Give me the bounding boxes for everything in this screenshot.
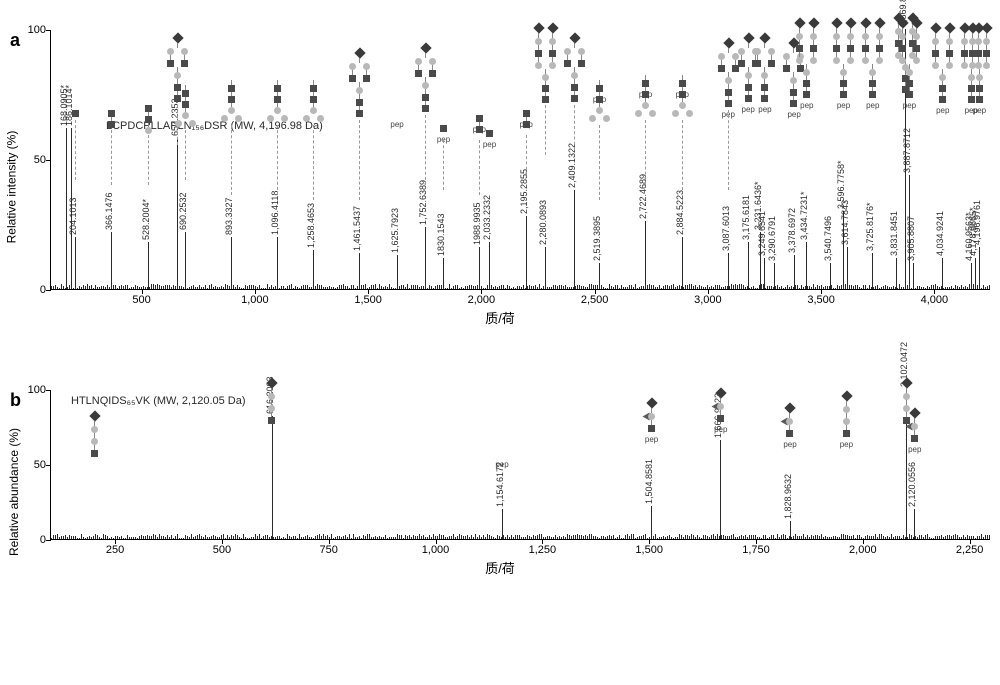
spectrum-peak <box>111 232 112 289</box>
spectrum-peak <box>651 506 652 539</box>
peak-label: 3,614.7843 <box>840 200 850 245</box>
peak-label: 3,378.6972 <box>787 208 797 253</box>
spectrum-peak <box>148 242 149 289</box>
peak-label: 2,722.4689 <box>638 174 648 219</box>
spectrum-peak <box>896 258 897 289</box>
peak-label: 2,195.2855 <box>519 169 529 214</box>
spectrum-peak <box>185 232 186 289</box>
spectrum-peak <box>645 221 646 289</box>
spectrum-peak <box>277 237 278 289</box>
panel-a-sequence: LCPDCPLLAPLN₁₅₆DSR (MW, 4,196.98 Da) <box>106 120 323 132</box>
spectrum-peak <box>830 263 831 289</box>
spectrum-peak <box>748 242 749 289</box>
peak-label: 1,258.4653 <box>306 203 316 248</box>
spectrum-peak <box>774 263 775 289</box>
panel-a-chart: LCPDCPLLAPLN₁₅₆DSR (MW, 4,196.98 Da) 050… <box>50 30 990 290</box>
peak-label: 3,087.6013 <box>721 206 731 251</box>
spectrum-peak <box>971 263 972 289</box>
spectrum-peak <box>872 253 873 289</box>
panel-a-ylabel: Relative intensity (%) <box>4 131 18 244</box>
spectrum-peak <box>231 237 232 289</box>
peak-label: 1,625.7923 <box>390 208 400 253</box>
spectrum-peak <box>794 255 795 289</box>
peak-label: 3,831.8451 <box>889 211 899 256</box>
peak-label: 1988.9935 <box>472 203 482 246</box>
spectrum-peak <box>806 242 807 289</box>
peak-label: 1830.1543 <box>436 213 446 256</box>
panel-a: a Relative intensity (%) LCPDCPLLAPLN₁₅₆… <box>10 30 990 370</box>
peak-label: 3,290.6791 <box>767 216 777 261</box>
spectrum-peak <box>847 247 848 289</box>
peak-label: 3,540.7496 <box>823 216 833 261</box>
spectrum-peak <box>914 509 915 539</box>
spectrum-peak <box>75 237 76 289</box>
peak-label: 893.3327 <box>224 197 234 235</box>
panel-b-sequence: HTLNQIDS₆₅VK (MW, 2,120.05 Da) <box>71 395 246 407</box>
panel-a-xlabel: 质/荷 <box>10 308 990 327</box>
spectrum-peak <box>913 263 914 289</box>
spectrum-peak <box>489 242 490 289</box>
peak-label: 2,120.0556 <box>907 462 917 507</box>
peak-label: 1,504.8581 <box>644 459 654 504</box>
peak-label: 3,175.6181 <box>741 195 751 240</box>
spectrum-peak <box>682 237 683 289</box>
peak-label: 3,434.7231* <box>799 192 809 241</box>
peak-label: 690.2532 <box>178 192 188 230</box>
peak-label: 1,828.9632 <box>783 474 793 519</box>
peak-label: 204.1013 <box>68 197 78 235</box>
peak-label: 3,725.8176* <box>865 202 875 251</box>
spectrum-peak <box>790 521 791 539</box>
panel-b: b Relative abundance (%) HTLNQIDS₆₅VK (M… <box>10 390 990 620</box>
spectrum-peak <box>764 258 765 289</box>
peak-label: 2,519.3895 <box>592 216 602 261</box>
peak-label: 2,033.2332 <box>482 195 492 240</box>
spectrum-peak <box>942 258 943 289</box>
panel-b-chart: HTLNQIDS₆₅VK (MW, 2,120.05 Da) 050100250… <box>50 390 990 540</box>
peak-label: 528.2004* <box>141 199 151 240</box>
spectrum-peak <box>979 247 980 289</box>
peak-label: 1,096.4118 <box>270 191 280 235</box>
peak-label: 1,752.6389 <box>418 180 428 225</box>
panel-b-label: b <box>10 390 21 411</box>
peak-label: 2,409.1322 <box>567 143 577 188</box>
spectrum-peak <box>574 190 575 289</box>
spectrum-peak <box>502 509 503 539</box>
figure-root: a Relative intensity (%) LCPDCPLLAPLN₁₅₆… <box>10 30 990 620</box>
peak-label: 3,905.8807 <box>906 216 916 261</box>
spectrum-peak <box>720 440 721 539</box>
spectrum-peak <box>272 416 273 539</box>
spectrum-peak <box>975 258 976 289</box>
spectrum-peak <box>425 227 426 289</box>
peak-label: 3,887.8712 <box>902 128 912 173</box>
panel-b-xlabel: 质/荷 <box>10 558 990 577</box>
peak-label: 366.1476 <box>104 192 114 230</box>
panel-a-label: a <box>10 30 20 51</box>
spectrum-peak <box>313 250 314 289</box>
peak-label: 657.2353 <box>170 99 180 137</box>
spectrum-peak <box>545 247 546 289</box>
spectrum-peak <box>599 263 600 289</box>
peak-label: 2,884.5223 <box>675 190 685 235</box>
spectrum-peak <box>526 216 527 289</box>
spectrum-peak <box>359 253 360 289</box>
spectrum-peak <box>728 253 729 289</box>
spectrum-peak <box>443 258 444 289</box>
peak-label: 4,196.9761 <box>972 200 982 245</box>
peak-label: 1,461.5437 <box>352 206 362 251</box>
spectrum-peak <box>397 255 398 289</box>
peak-label: 4,034.9241 <box>935 211 945 256</box>
peak-label: 2,280.0893 <box>538 200 548 245</box>
peak-label: 3,249.6541 <box>757 211 767 256</box>
spectrum-peak <box>479 247 480 289</box>
panel-b-ylabel: Relative abundance (%) <box>7 428 21 556</box>
peak-label: 186.1014* <box>64 85 74 126</box>
